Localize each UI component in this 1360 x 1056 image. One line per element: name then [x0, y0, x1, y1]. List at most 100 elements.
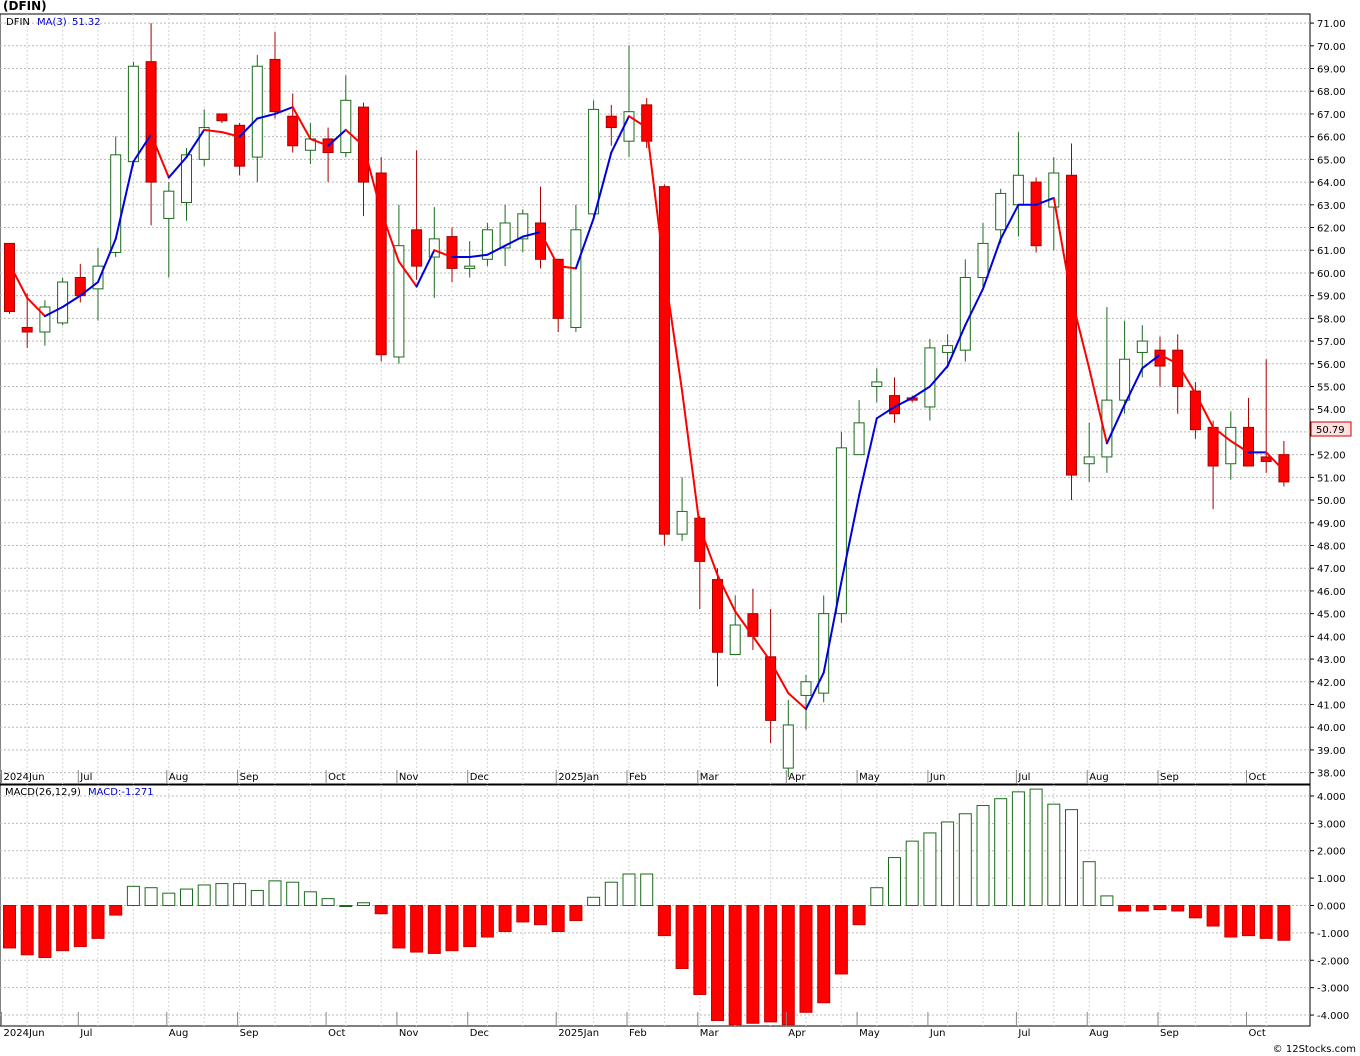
macd-marks	[3, 788, 1291, 1026]
macd-bar	[109, 905, 123, 916]
price-month-label: Jul	[79, 772, 92, 783]
macd-bar	[764, 905, 778, 1023]
ma3-segment	[1052, 196, 1073, 299]
macd-bar	[374, 905, 388, 915]
candle-body	[712, 579, 723, 653]
price-month-label: Aug	[169, 772, 189, 783]
candle-body	[481, 229, 493, 260]
macd-bar	[551, 905, 565, 933]
candle-body	[959, 276, 971, 351]
ma3-segment	[1070, 296, 1091, 370]
candle-body	[21, 326, 33, 333]
macd-bar	[1047, 803, 1061, 907]
macd-legend: MACD(26,12,9) MACD:-1.271	[5, 787, 154, 798]
macd-bar	[516, 905, 530, 923]
candle-body	[1066, 174, 1077, 476]
ma3-segment	[893, 396, 914, 408]
candle-body	[1207, 426, 1219, 467]
candle-body	[605, 115, 617, 129]
legend-symbol: DFIN	[6, 17, 30, 28]
ma3-segment	[911, 385, 931, 399]
macd-bar	[941, 821, 955, 907]
candle-body	[570, 229, 582, 328]
legend-ma-value: 51.32	[72, 17, 101, 28]
macd-month-label: 2025Jan	[558, 1028, 599, 1039]
ma3-segment	[238, 117, 259, 138]
price-tick-label: 49.00	[1317, 519, 1346, 530]
macd-bar	[622, 873, 636, 906]
price-tick-label: 40.00	[1317, 723, 1346, 734]
candle-body	[552, 258, 564, 319]
price-tick-label: 56.00	[1317, 360, 1346, 371]
ma3-segment	[309, 137, 330, 147]
ma3-segment	[1265, 451, 1285, 472]
price-x-axis: 2024Jun Jul Aug Sep Oct Nov Dec 2025Jan Feb Mar Ap…	[1, 770, 1266, 784]
macd-bar	[711, 905, 724, 1022]
ma3-segment	[999, 203, 1020, 240]
macd-bar	[144, 887, 158, 906]
ma3-segment	[539, 231, 560, 268]
candle-body	[181, 154, 192, 204]
candle-body	[251, 65, 263, 158]
candle-body	[1278, 454, 1290, 483]
ma3-segment	[203, 128, 223, 134]
price-tick-label: 45.00	[1317, 610, 1346, 621]
candle-body	[216, 113, 228, 122]
ma3-segment	[1212, 426, 1232, 443]
legend-ma-label: MA(3)	[37, 17, 67, 28]
candle-body	[1243, 426, 1254, 467]
macd-bar	[1065, 809, 1078, 906]
ma3-segment	[486, 244, 507, 256]
ma3-segment	[751, 635, 772, 663]
ma3-segment	[858, 417, 878, 497]
price-month-label: Nov	[399, 772, 419, 783]
ma3-segment	[468, 253, 489, 259]
price-tick-label: 39.00	[1317, 746, 1346, 757]
macd-bar	[357, 902, 370, 906]
candle-body	[411, 229, 423, 267]
chart-title: (DFIN)	[3, 0, 47, 13]
macd-bar	[250, 889, 264, 906]
macd-month-label: Feb	[629, 1028, 647, 1039]
ma3-segment	[1123, 367, 1144, 406]
price-month-label: Jul	[1017, 772, 1030, 783]
candle-body	[676, 510, 688, 535]
macd-bar	[569, 905, 583, 922]
macd-bar	[693, 905, 707, 996]
macd-month-label: Aug	[1089, 1028, 1109, 1039]
price-tick-label: 71.00	[1317, 19, 1346, 30]
ma3-segment	[964, 287, 984, 327]
candle-body	[393, 245, 405, 358]
macd-bar	[1135, 905, 1149, 912]
macd-month-label: Dec	[470, 1028, 489, 1039]
macd-bar	[675, 905, 689, 969]
candle-body	[588, 108, 600, 215]
ma3-segment	[327, 128, 347, 147]
ma3-segment	[628, 115, 648, 129]
price-tick-label: 43.00	[1317, 655, 1346, 666]
ma3-segment	[645, 126, 666, 272]
macd-bar	[1242, 905, 1255, 937]
price-tick-label: 48.00	[1317, 542, 1346, 553]
ma3-segment	[574, 217, 595, 270]
candle-body	[287, 115, 299, 147]
ma3-segment	[167, 156, 188, 179]
candle-body	[1136, 340, 1148, 353]
macd-bar	[1277, 905, 1291, 941]
ma3-segment	[362, 144, 383, 213]
candle-body	[924, 347, 936, 408]
macd-bar	[1011, 791, 1025, 907]
ma3-segment	[982, 237, 1002, 290]
macd-bar	[1029, 788, 1043, 907]
ma3-segment	[875, 405, 896, 420]
ma3-segment	[822, 580, 843, 674]
macd-bar	[480, 905, 494, 938]
ma3-segment	[663, 269, 684, 393]
candle-body	[428, 238, 440, 258]
candle-body	[163, 190, 175, 219]
candle-body	[1225, 426, 1237, 465]
price-tick-label: 52.00	[1317, 451, 1346, 462]
price-tick-label: 61.00	[1317, 246, 1346, 257]
macd-bar	[56, 905, 70, 952]
